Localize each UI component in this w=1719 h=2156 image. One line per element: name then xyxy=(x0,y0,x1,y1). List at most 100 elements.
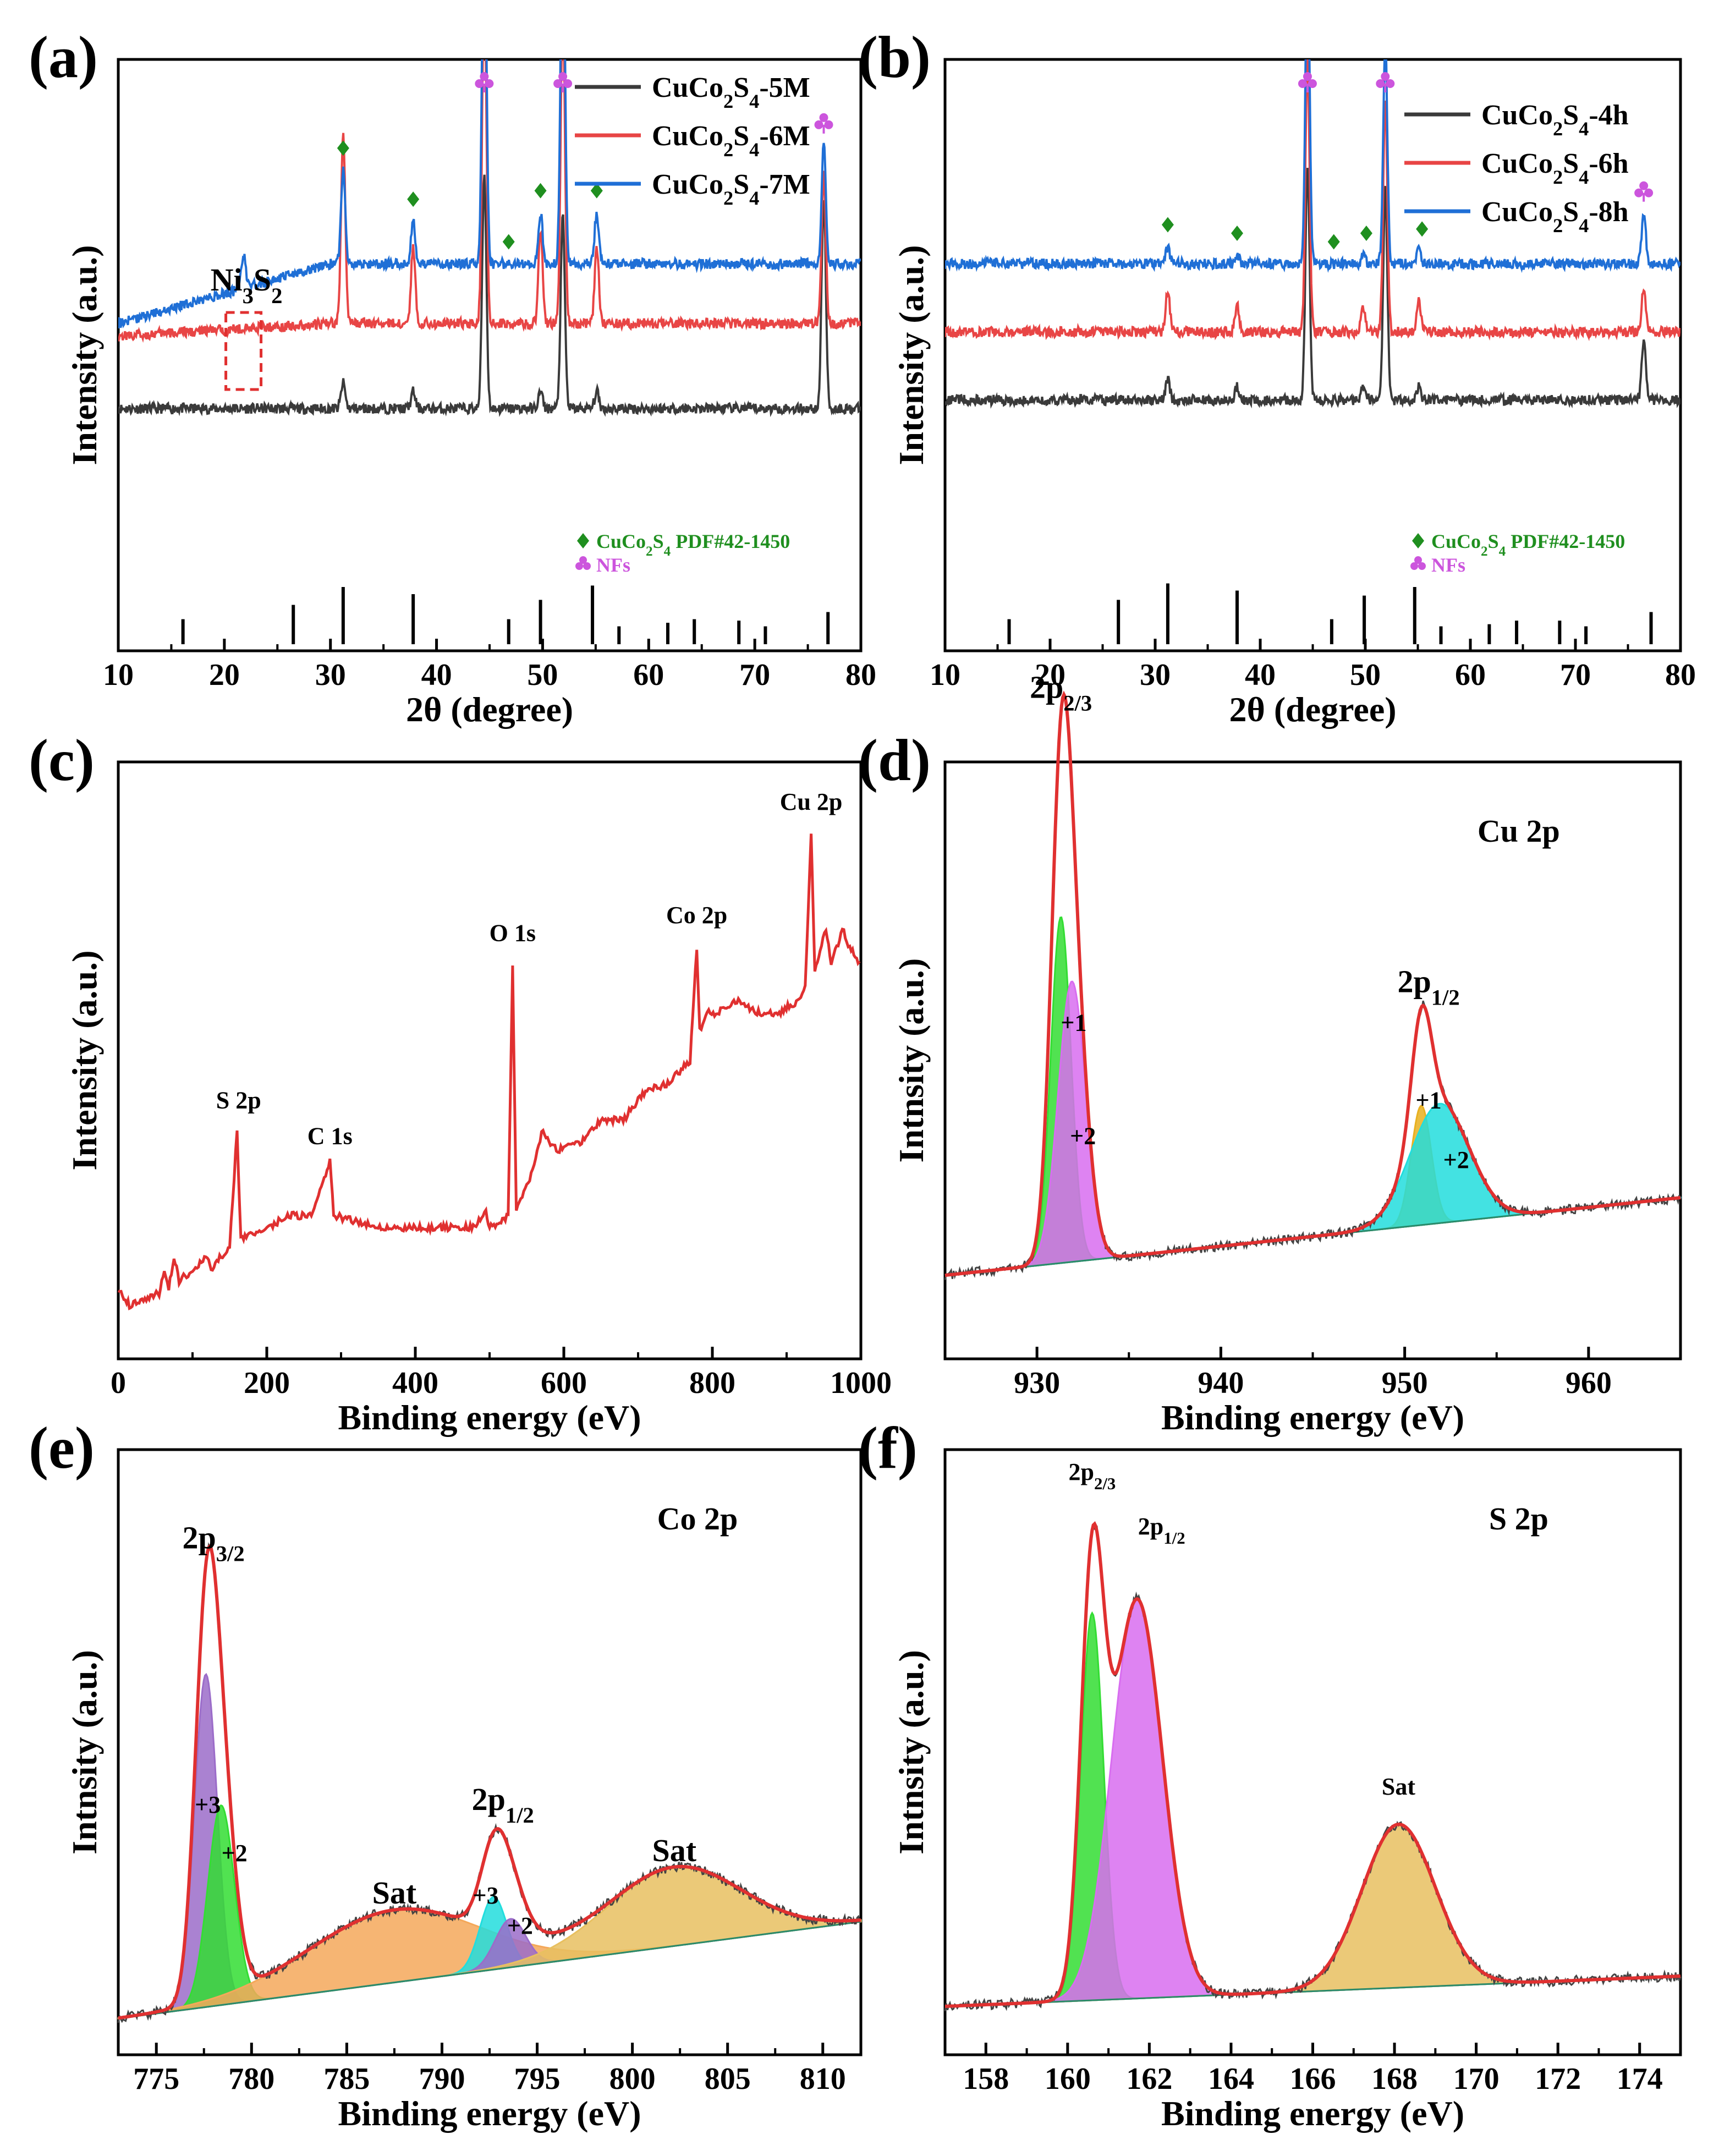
ni3s2-label-part: S xyxy=(254,262,271,298)
core-level-title: Cu 2p xyxy=(1478,813,1560,849)
x-axis-label: Binding energy (eV) xyxy=(1161,2094,1464,2133)
crystal-marker xyxy=(1231,226,1243,242)
x-tick-label: 20 xyxy=(209,658,240,692)
x-tick-label: 800 xyxy=(689,1366,735,1400)
satellite-label: Sat xyxy=(372,1875,417,1911)
nfs-legend-marker xyxy=(579,556,587,564)
panel-a: (a) 10 20 30 40 50 60 70 80 2θ (degree) Intensity … xyxy=(29,25,876,729)
nfs-marker-lobe xyxy=(1386,79,1395,88)
legend-entry-2-part: 4 xyxy=(1579,215,1589,237)
oxidation-label: +3 xyxy=(473,1882,499,1909)
nfs-marker-lobe xyxy=(814,120,823,129)
ni3s2-label: Ni3S2 xyxy=(211,262,283,308)
nfs-marker-lobe xyxy=(819,113,828,122)
x-tick-label: 930 xyxy=(1014,1366,1060,1400)
peak-label: O 1s xyxy=(490,920,536,947)
x-tick-label: 30 xyxy=(315,658,346,692)
x-tick-label: 174 xyxy=(1617,2062,1663,2096)
series-line-2 xyxy=(118,59,861,329)
x-tick-label: 950 xyxy=(1382,1366,1428,1400)
ni3s2-highlight-box xyxy=(224,311,263,391)
legend-entry-2-part: CuCo xyxy=(1481,196,1553,228)
peak-label-2p12-part: 1/2 xyxy=(506,1803,534,1828)
nfs-marker-stem xyxy=(1384,84,1387,92)
nfs-marker-lobe xyxy=(1381,72,1390,81)
peak-label-2p32-part: 2p xyxy=(1068,1458,1094,1485)
pdf-legend-label-part: S xyxy=(1488,530,1499,552)
x-tick-label: 40 xyxy=(421,658,452,692)
legend-entry-2-part: -7M xyxy=(759,169,810,200)
x-tick-label: 70 xyxy=(1560,658,1591,692)
oxidation-label: +2 xyxy=(507,1912,533,1939)
panel-b: (b) 10 20 30 40 50 60 70 80 2θ (degree) Intensity … xyxy=(858,25,1696,729)
panel-letter: (c) xyxy=(29,728,95,793)
peak-label: Co 2p xyxy=(666,902,727,929)
nfs-marker-lobe xyxy=(1639,181,1649,190)
pdf-legend-label-part: CuCo xyxy=(1431,530,1481,552)
oxidation-label: +1 xyxy=(1416,1087,1442,1113)
legend-entry-2-part: 4 xyxy=(749,187,759,209)
legend-entry-1-part: S xyxy=(1563,148,1579,179)
x-tick-label: 80 xyxy=(1665,658,1696,692)
nfs-marker-lobe xyxy=(1634,188,1644,198)
peak-label-2p12: 2p1/2 xyxy=(1138,1513,1185,1548)
x-tick-label: 960 xyxy=(1566,1366,1612,1400)
pdf-legend-label: CuCo2S4 PDF#42-1450 xyxy=(596,530,790,559)
peak-label: S 2p xyxy=(216,1087,261,1113)
y-axis-label: Intensity (a.u.) xyxy=(892,245,931,465)
crystal-marker xyxy=(502,234,515,250)
nfs-marker-lobe xyxy=(1298,79,1307,88)
x-tick-label: 20 xyxy=(1035,658,1066,692)
oxidation-label: +1 xyxy=(1061,1009,1086,1036)
legend-entry-1-part: CuCo xyxy=(652,120,723,152)
nfs-marker xyxy=(814,113,833,134)
x-tick-label: 0 xyxy=(111,1366,126,1400)
panel-e: (e) 775 780 785 790 795 800 805 810 Binding energ… xyxy=(29,1416,863,2133)
pdf-legend-marker xyxy=(1412,533,1424,548)
x-tick-label: 940 xyxy=(1198,1366,1244,1400)
y-axis-label: Intnsity (a.u.) xyxy=(892,1650,931,1855)
y-axis-label: Intnsity (a.u.) xyxy=(65,1650,104,1855)
legend-entry-2-part: 2 xyxy=(723,187,733,209)
x-tick-label: 168 xyxy=(1371,2062,1418,2096)
satellite-label: Sat xyxy=(652,1833,696,1868)
peak-label-2p32-part: 2p xyxy=(1030,669,1063,705)
legend-entry-0: CuCo2S4-5M xyxy=(652,72,810,112)
x-tick-label: 780 xyxy=(228,2062,274,2096)
legend-entry-0-part: 2 xyxy=(723,90,733,112)
pdf-legend-label-part: CuCo xyxy=(596,530,646,552)
pdf-legend-label-part: 2 xyxy=(1481,544,1488,559)
nfs-marker-lobe xyxy=(558,72,568,81)
peak-label-2p12-part: 2p xyxy=(472,1781,506,1817)
x-tick-label: 164 xyxy=(1208,2062,1254,2096)
nfs-marker-stem xyxy=(562,84,564,92)
legend-entry-0-part: S xyxy=(733,72,749,103)
crystal-marker xyxy=(1161,217,1174,233)
x-tick-label: 40 xyxy=(1245,658,1276,692)
x-tick-label: 70 xyxy=(739,658,770,692)
series-line-0 xyxy=(118,174,861,418)
nfs-marker-lobe xyxy=(1303,72,1312,81)
legend-entry-0-part: 2 xyxy=(1553,118,1563,140)
pdf-legend-label-part: S xyxy=(653,530,664,552)
pdf-legend-label-part: 2 xyxy=(646,544,653,559)
x-tick-label: 400 xyxy=(392,1366,438,1400)
nfs-marker-lobe xyxy=(824,120,833,129)
x-tick-label: 600 xyxy=(541,1366,587,1400)
peak-label-2p32: 2p2/3 xyxy=(1030,669,1092,715)
y-axis-label: Intensity (a.u.) xyxy=(65,950,104,1170)
nfs-marker-lobe xyxy=(1376,79,1385,88)
nfs-marker-stem xyxy=(1306,84,1309,92)
peak-label-2p32: 2p3/2 xyxy=(183,1520,245,1566)
legend-entry-1: CuCo2S4-6h xyxy=(1481,148,1629,188)
peak-label-2p32-part: 2/3 xyxy=(1063,690,1092,715)
panel-letter: (d) xyxy=(858,728,931,793)
nfs-marker xyxy=(1298,72,1317,92)
x-tick-label: 10 xyxy=(930,658,960,692)
legend-entry-0-part: S xyxy=(1563,100,1579,131)
fit-envelope-line xyxy=(944,1521,1681,2008)
crystal-marker xyxy=(1327,234,1340,250)
x-tick-label: 800 xyxy=(609,2062,656,2096)
